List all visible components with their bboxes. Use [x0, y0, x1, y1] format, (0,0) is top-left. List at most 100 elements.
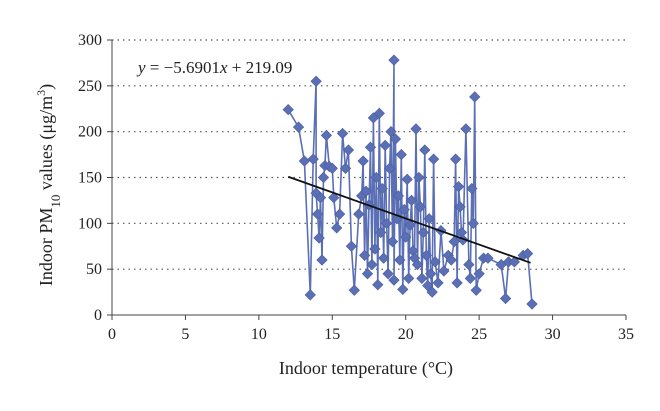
data-point-57: [401, 173, 413, 185]
data-point-49: [389, 133, 402, 145]
axes: [107, 39, 627, 320]
data-point-46: [386, 236, 399, 248]
series-line: [287, 59, 533, 305]
data-point-37: [373, 107, 385, 119]
data-point-19: [336, 127, 349, 140]
data-point-3: [304, 289, 316, 301]
x-tick-label-35: 35: [618, 326, 634, 343]
data-point-70: [420, 249, 432, 262]
data-point-52: [394, 254, 406, 266]
data-point-55: [398, 203, 410, 216]
x-tick-label-15: 15: [324, 326, 340, 343]
data-point-100: [499, 292, 512, 305]
data-point-17: [331, 222, 343, 234]
data-point-54: [397, 283, 409, 295]
data-point-31: [364, 141, 377, 153]
data-point-60: [405, 194, 418, 207]
y-tick-label-200: 200: [78, 124, 102, 141]
tick-labels: 0 5 10 15 20 25 30 35 0 50 100 150 200 250 300: [78, 32, 634, 343]
data-point-56: [400, 231, 412, 243]
data-point-15: [326, 162, 338, 174]
data-point-68: [417, 226, 429, 239]
data-point-39: [376, 182, 388, 195]
data-point-93: [467, 217, 479, 229]
data-point-43: [382, 268, 394, 280]
data-point-2: [298, 155, 311, 167]
data-point-77: [432, 277, 444, 289]
data-point-11: [317, 171, 330, 184]
data-point-74: [426, 286, 438, 298]
data-point-21: [342, 144, 355, 156]
data-point-27: [358, 249, 371, 262]
data-point-35: [370, 171, 382, 184]
data-point-96: [473, 268, 485, 280]
data-point-104: [521, 247, 534, 260]
y-tick-label-0: 0: [94, 307, 102, 324]
x-tick-label-20: 20: [398, 326, 414, 343]
data-point-8: [313, 232, 325, 244]
data-point-22: [345, 240, 358, 252]
data-point-63: [410, 123, 422, 135]
data-point-73: [425, 268, 437, 280]
data-point-66: [414, 201, 427, 213]
data-point-84: [451, 277, 463, 289]
y-tick-label-300: 300: [78, 32, 102, 49]
data-point-92: [466, 182, 478, 195]
data-point-91: [464, 272, 476, 284]
data-point-0: [282, 104, 294, 116]
data-point-18: [334, 208, 346, 220]
data-point-53: [395, 148, 407, 161]
data-point-29: [361, 268, 374, 280]
data-point-34: [369, 243, 381, 255]
data-point-5: [310, 75, 322, 87]
data-point-102: [508, 256, 521, 268]
data-point-83: [450, 153, 462, 165]
data-point-81: [445, 254, 457, 266]
data-point-38: [375, 226, 387, 239]
data-point-75: [427, 153, 440, 165]
x-tick-label-0: 0: [108, 326, 116, 343]
data-point-47: [388, 54, 400, 66]
x-tick-label-25: 25: [471, 326, 487, 343]
data-point-9: [314, 192, 327, 204]
data-point-105: [526, 298, 538, 310]
data-point-16: [328, 192, 340, 204]
data-point-59: [404, 219, 416, 231]
data-point-4: [307, 153, 319, 165]
data-point-10: [316, 254, 328, 266]
x-tick-label-30: 30: [545, 326, 561, 343]
data-point-72: [423, 213, 435, 225]
y-axis-title: Indoor PM10 values (μg/m3): [34, 84, 63, 286]
data-point-36: [372, 279, 384, 291]
x-tick-label-5: 5: [181, 326, 189, 343]
y-tick-label-100: 100: [78, 215, 102, 232]
data-series: [282, 54, 538, 310]
data-point-67: [416, 272, 428, 284]
data-point-85: [452, 181, 465, 193]
data-point-42: [380, 217, 393, 229]
x-axis-title: Indoor temperature (°C): [279, 358, 453, 379]
trendline-equation: y = −5.6901x + 219.09: [136, 58, 292, 77]
data-point-79: [438, 265, 450, 277]
data-point-94: [469, 91, 481, 103]
data-point-45: [385, 126, 397, 138]
y-tick-label-250: 250: [78, 78, 102, 95]
data-point-7: [311, 208, 324, 220]
data-point-28: [360, 185, 372, 197]
data-point-65: [413, 171, 425, 184]
data-point-32: [366, 258, 378, 271]
data-point-26: [357, 155, 369, 167]
data-point-48: [388, 274, 400, 286]
data-point-76: [429, 256, 441, 268]
data-point-90: [463, 258, 475, 271]
data-point-69: [419, 144, 431, 156]
data-point-20: [339, 162, 352, 174]
data-point-64: [411, 258, 424, 271]
x-tick-label-10: 10: [251, 326, 267, 343]
data-point-58: [403, 272, 415, 284]
data-point-24: [353, 208, 365, 220]
data-point-1: [292, 121, 305, 133]
data-point-41: [379, 139, 391, 152]
trendline: [287, 175, 531, 264]
